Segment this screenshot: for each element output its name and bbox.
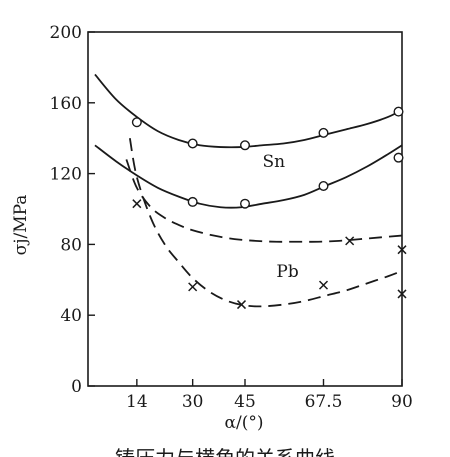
chart-area: 14 30 45 67.5 90 0 40 80 120 160 200 Sn Pb α/(°) σ… <box>11 23 413 433</box>
y-tick-label-160: 160 <box>50 94 82 114</box>
x-tick-label-45: 45 <box>234 392 256 412</box>
marker-pb-3-0 <box>132 199 142 209</box>
marker-sn-1-0 <box>187 196 198 207</box>
figure-caption: 铸压力与横角的关系曲线 <box>0 438 450 457</box>
marker-sn-0-2 <box>239 140 250 151</box>
markers <box>131 106 407 310</box>
marker-pb-2-1 <box>397 245 407 255</box>
y-tick-label-0: 0 <box>71 377 82 397</box>
x-tick-label-67.5: 67.5 <box>305 392 343 412</box>
marker-sn-0-1 <box>187 138 198 149</box>
curves <box>94 73 403 308</box>
plot-frame <box>87 31 403 387</box>
x-tick-label-30: 30 <box>182 392 204 412</box>
marker-pb-3-1 <box>188 282 198 292</box>
marker-pb-3-2 <box>236 300 247 310</box>
x-tick-label-90: 90 <box>391 392 413 412</box>
marker-sn-0-3 <box>318 127 329 138</box>
marker-sn-0-0 <box>131 117 142 128</box>
curve-sn-0 <box>94 73 403 149</box>
x-axis-label: α/(°) <box>225 413 264 433</box>
marker-pb-3-4 <box>397 289 407 299</box>
marker-pb-2-0 <box>345 236 355 246</box>
y-tick-label-120: 120 <box>50 165 82 185</box>
series-label-sn: Sn <box>262 152 285 172</box>
curve-sn-1 <box>94 144 403 209</box>
tick-labels: 14 30 45 67.5 90 0 40 80 120 160 200 <box>50 23 413 412</box>
marker-sn-1-1 <box>239 198 250 209</box>
series-label-pb: Pb <box>276 262 298 282</box>
y-tick-label-40: 40 <box>60 306 82 326</box>
marker-sn-1-2 <box>318 180 329 191</box>
marker-sn-0-4 <box>393 106 404 117</box>
marker-sn-1-3 <box>393 152 404 163</box>
marker-pb-3-3 <box>318 280 329 290</box>
curve-pb-3 <box>128 138 403 308</box>
axes <box>87 31 403 387</box>
x-tick-label-14: 14 <box>126 392 148 412</box>
y-tick-label-200: 200 <box>50 23 82 43</box>
y-axis-label: σj/MPa <box>11 195 31 256</box>
y-tick-label-80: 80 <box>60 235 82 255</box>
